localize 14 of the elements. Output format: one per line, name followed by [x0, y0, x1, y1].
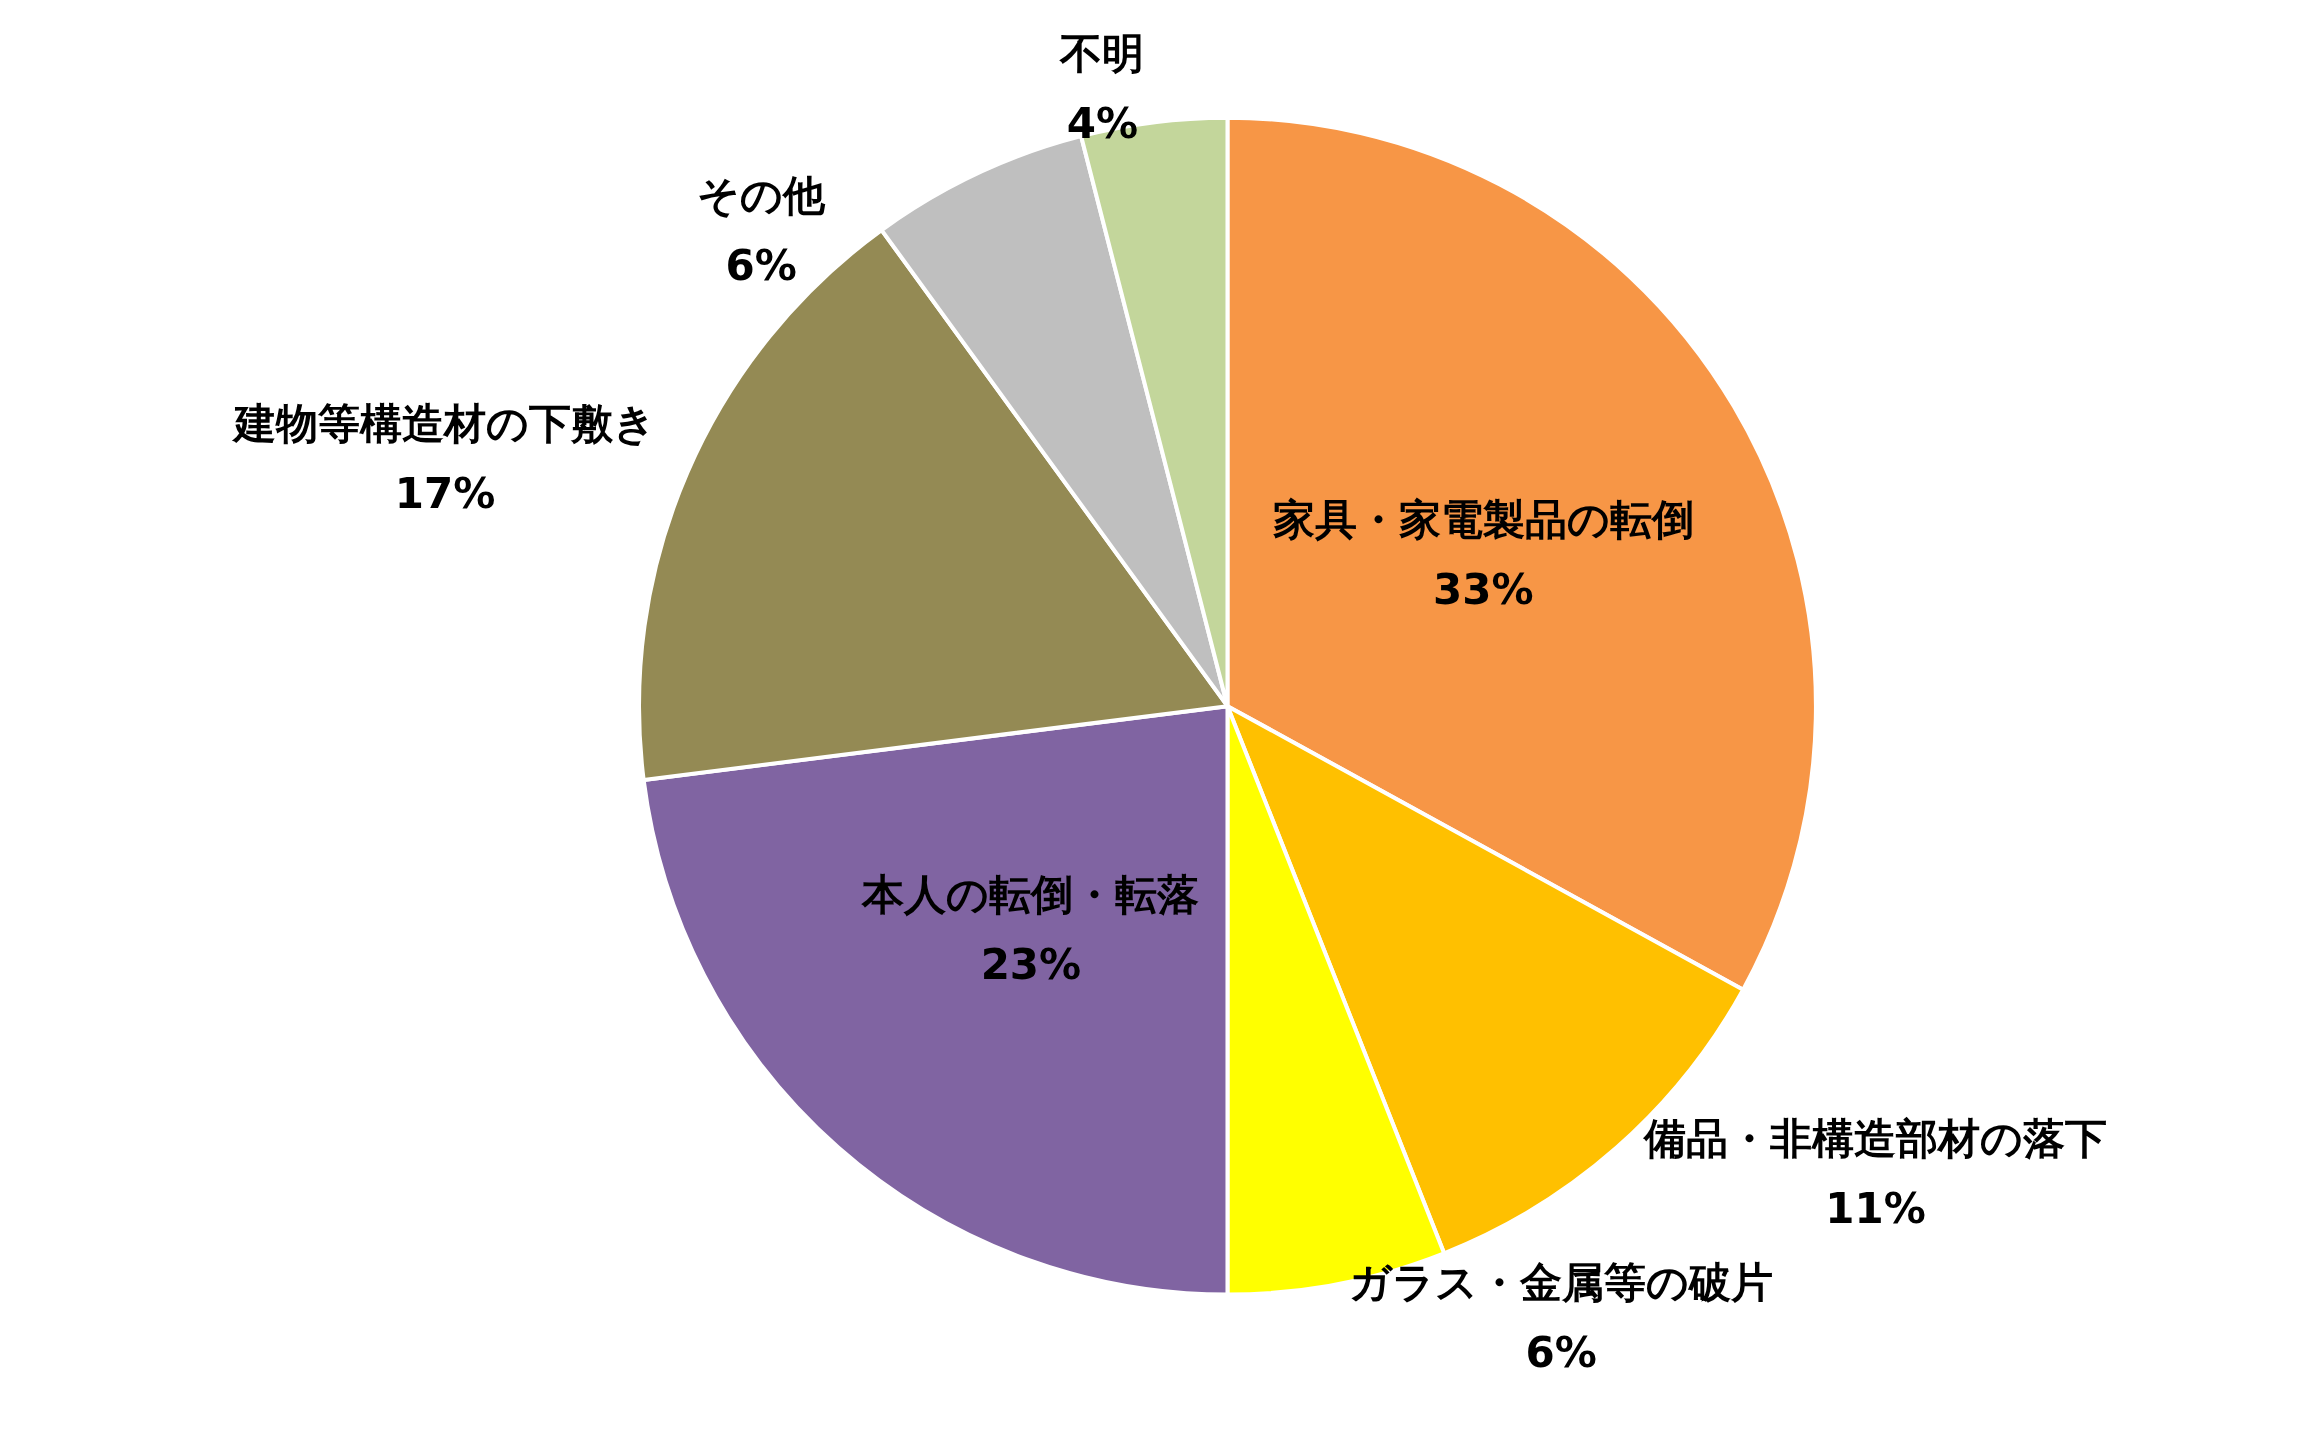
slice-label: 備品・非構造部材の落下 [1642, 1113, 2108, 1163]
data-label: 11% [1825, 1183, 1926, 1233]
slice-label: 不明 [1059, 29, 1145, 79]
slice-label: 本人の転倒・転落 [861, 869, 1200, 919]
slice-label: その他 [697, 171, 827, 221]
data-label: 6% [725, 241, 797, 291]
slice-label: ガラス・金属等の破片 [1349, 1258, 1774, 1308]
slice-label: 建物等構造材の下敷き [231, 399, 657, 449]
data-label: 6% [1525, 1328, 1597, 1378]
data-label: 4% [1066, 99, 1139, 149]
slice-label: 家具・家電製品の転倒 [1272, 495, 1694, 545]
data-label: 33% [1433, 565, 1534, 615]
data-label: 23% [980, 939, 1082, 989]
data-label: 17% [394, 469, 496, 519]
